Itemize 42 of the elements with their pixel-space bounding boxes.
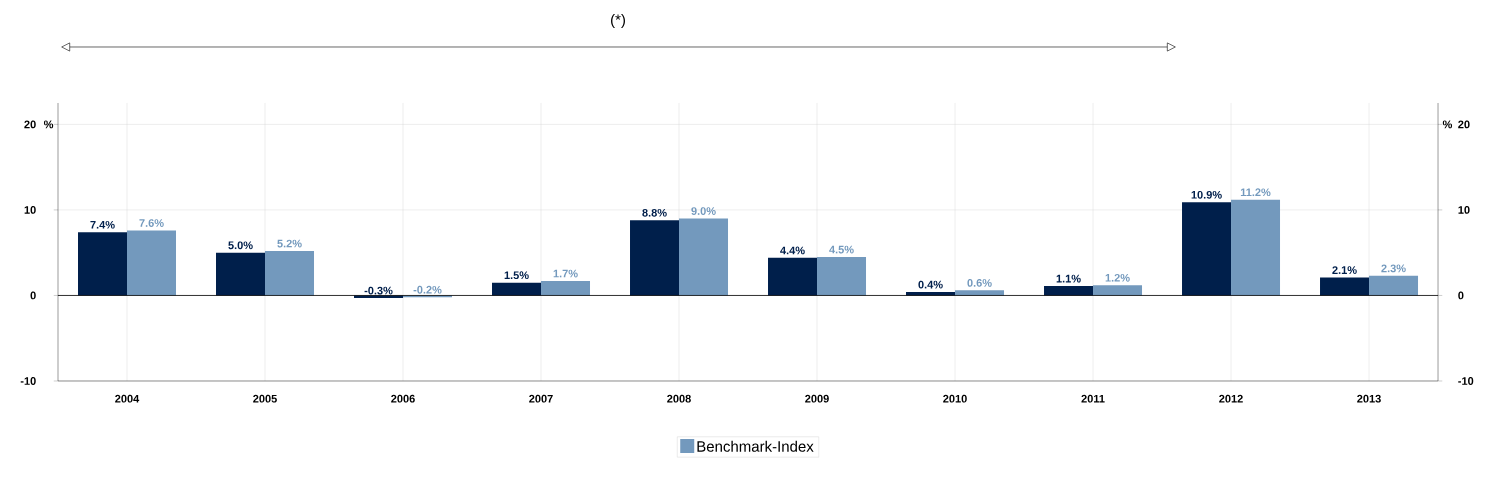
y2-tick-label: -10 (1458, 377, 1474, 385)
x-tick-label: 2006 (391, 394, 415, 403)
data-label: 5.2% (277, 239, 302, 248)
x-tick-label: 2009 (805, 394, 829, 403)
data-label: 7.4% (90, 220, 115, 229)
y-tick-label: 10 (24, 206, 36, 214)
y-axis-title: % (43, 120, 54, 129)
data-label: 2.3% (1381, 264, 1406, 273)
x-tick-label: 2008 (667, 394, 691, 403)
data-label: 0.4% (918, 280, 943, 289)
y-tick-label: -10 (20, 377, 36, 385)
data-label: 5.0% (228, 241, 253, 250)
y2-tick-label: 0 (1458, 291, 1464, 300)
y-tick-label: 0 (30, 291, 36, 300)
data-label: 1.2% (1105, 273, 1130, 282)
x-tick-label: 2013 (1357, 394, 1381, 403)
x-tick-label: 2012 (1219, 394, 1243, 403)
y2-tick-label: 10 (1458, 206, 1470, 214)
x-tick-label: 2005 (253, 394, 277, 403)
data-label: 1.7% (553, 269, 578, 278)
y-tick-label: 20 (24, 120, 36, 129)
y2-tick-label: 20 (1458, 120, 1470, 129)
x-tick-label: 2010 (943, 394, 967, 403)
data-label: 9.0% (691, 207, 716, 215)
data-label: -0.3% (364, 286, 393, 295)
data-label: 1.5% (504, 271, 529, 280)
data-label: 7.6% (139, 219, 164, 227)
data-label: 0.6% (967, 279, 992, 287)
chart-title: (*) (611, 14, 625, 28)
x-tick-label: 2004 (115, 394, 140, 403)
data-label: 4.5% (829, 245, 854, 254)
legend-label: Benchmark-Index (697, 440, 814, 452)
data-label: 8.8% (642, 208, 667, 217)
data-label: 4.4% (780, 246, 805, 255)
y2-axis-title: % (1442, 120, 1453, 129)
data-label: 10.9% (1191, 190, 1222, 199)
data-label: 11.2% (1240, 188, 1271, 197)
x-tick-label: 2011 (1081, 394, 1105, 403)
data-label: 1.1% (1056, 274, 1081, 283)
data-label: 2.1% (1332, 266, 1357, 274)
x-tick-label: 2007 (529, 394, 553, 403)
data-label: -0.2% (413, 285, 442, 294)
